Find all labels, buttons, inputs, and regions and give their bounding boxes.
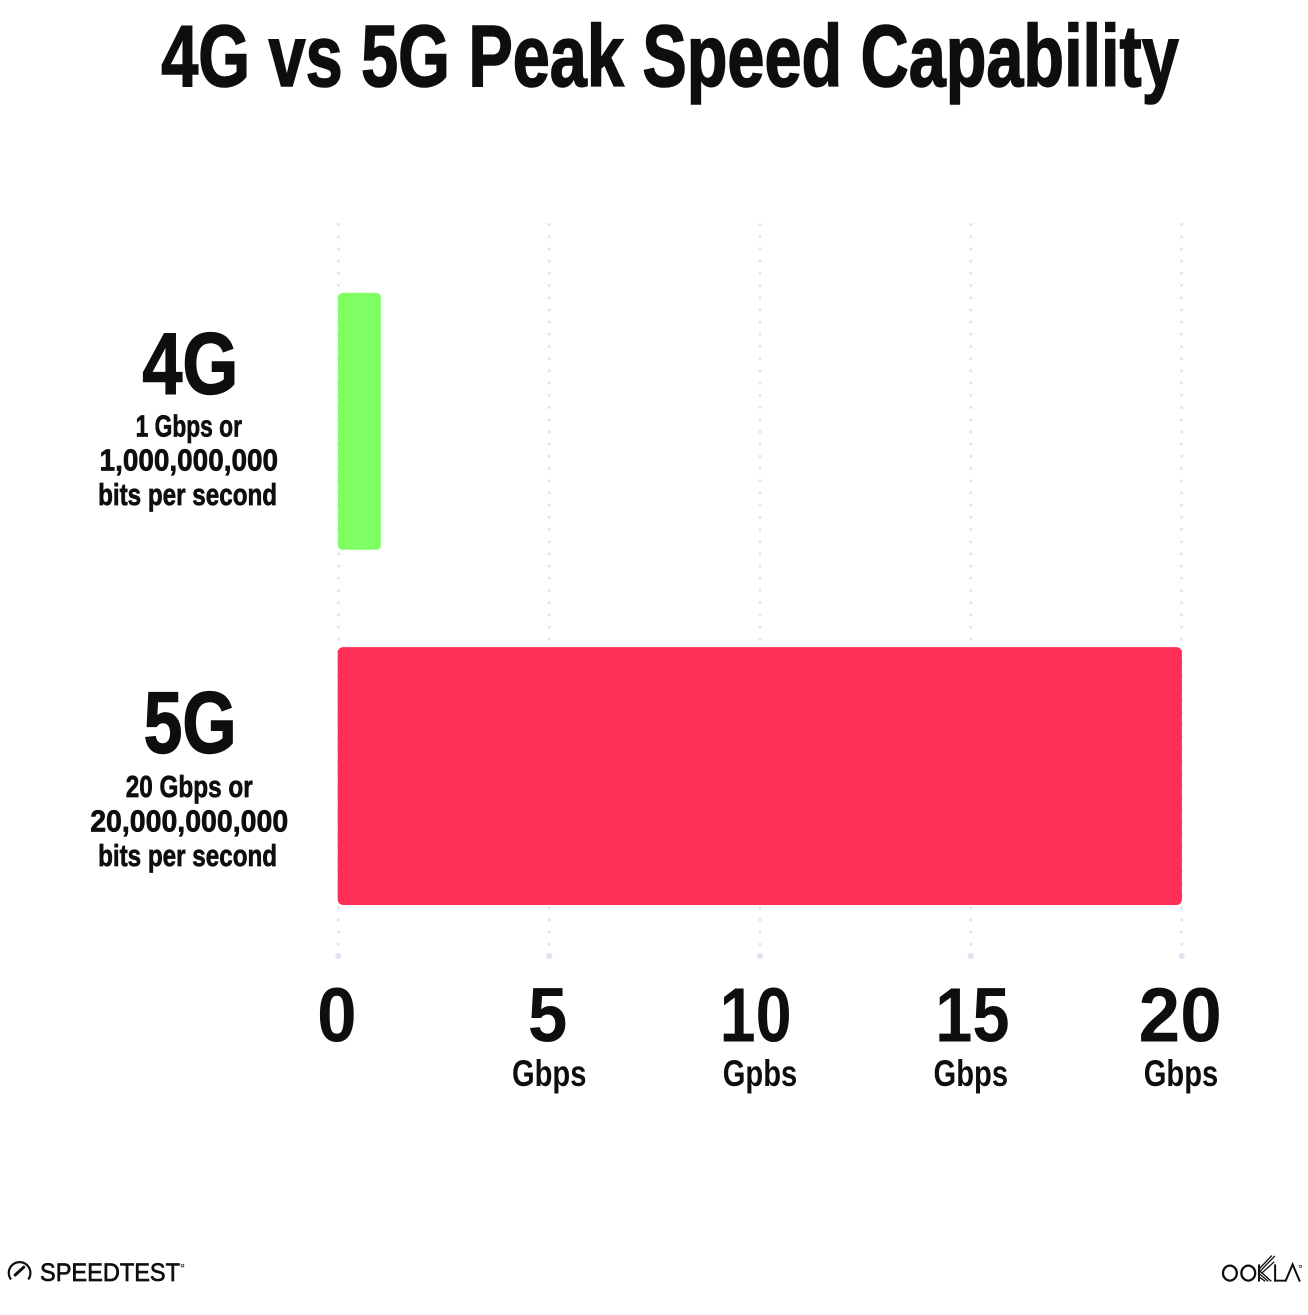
svg-text:Gbps: Gbps [934, 1053, 1009, 1094]
svg-text:1 Gbps or: 1 Gbps or [136, 408, 242, 443]
svg-text:4G vs 5G Peak Speed Capability: 4G vs 5G Peak Speed Capability [161, 8, 1179, 105]
svg-text:1,000,000,000: 1,000,000,000 [100, 443, 279, 478]
svg-text:Gbps: Gbps [1144, 1053, 1219, 1094]
svg-text:5: 5 [528, 972, 568, 1058]
svg-text:4G: 4G [142, 316, 238, 413]
svg-text:20,000,000,000: 20,000,000,000 [90, 803, 288, 838]
svg-text:15: 15 [935, 972, 1010, 1058]
svg-text:bits per second: bits per second [98, 838, 277, 873]
svg-text:0: 0 [317, 972, 357, 1058]
svg-text:20 Gbps or: 20 Gbps or [126, 769, 253, 804]
svg-text:Gbps: Gbps [512, 1053, 587, 1094]
svg-text:Gpbs: Gpbs [723, 1053, 798, 1094]
svg-text:20: 20 [1138, 972, 1222, 1058]
svg-text:SPEEDTEST: SPEEDTEST [40, 1259, 180, 1287]
svg-text:10: 10 [720, 972, 792, 1058]
svg-text:bits per second: bits per second [98, 477, 277, 512]
svg-text:5G: 5G [144, 675, 237, 772]
